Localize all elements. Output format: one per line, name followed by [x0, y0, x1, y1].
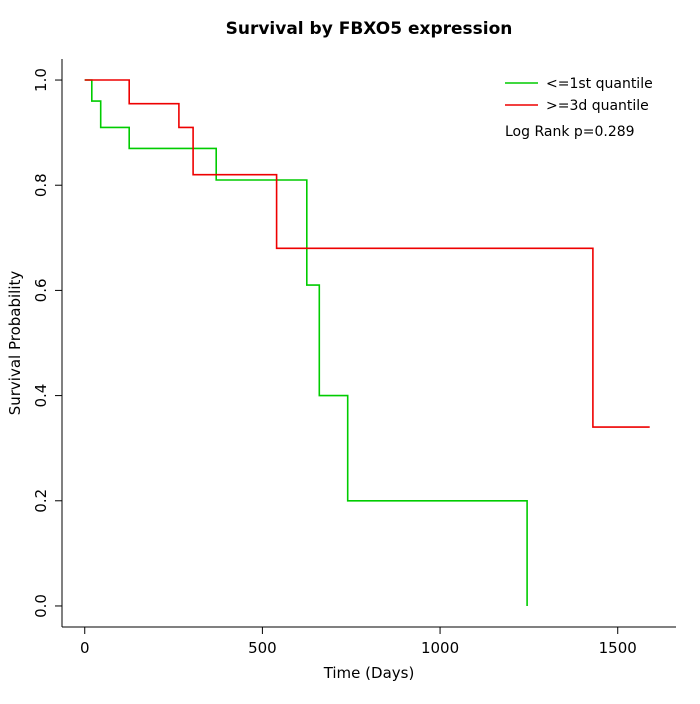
series-group	[84, 79, 650, 606]
series-line-0	[84, 79, 528, 606]
log-rank-annotation: Log Rank p=0.289	[505, 124, 635, 140]
x-tick-label: 1500	[599, 639, 637, 657]
chart-title: Survival by FBXO5 expression	[226, 19, 513, 39]
y-axis-label: Survival Probability	[6, 271, 24, 416]
x-axis-label: Time (Days)	[323, 664, 415, 682]
legend-label-low-expression: <=1st quantile	[546, 76, 653, 92]
x-tick-label: 500	[248, 639, 277, 657]
axis-lines	[61, 59, 676, 628]
y-tick-label: 0.6	[32, 278, 50, 302]
y-tick-label: 0.2	[32, 489, 50, 513]
y-tick-label: 0.8	[32, 173, 50, 197]
series-line-1	[84, 79, 650, 428]
x-tick-label: 1000	[421, 639, 459, 657]
legend: <=1st quantile >=3d quantile Log Rank p=…	[505, 76, 653, 140]
x-tick-label: 0	[80, 639, 90, 657]
legend-label-high-expression: >=3d quantile	[546, 98, 649, 114]
y-tick-label: 0.0	[32, 594, 50, 618]
y-tick-label: 1.0	[32, 68, 50, 92]
y-tick-label: 0.4	[32, 384, 50, 408]
axes: 0 500 1000 1500 0.0 0.2 0.4 0.6 0.8 1.0	[32, 59, 676, 657]
